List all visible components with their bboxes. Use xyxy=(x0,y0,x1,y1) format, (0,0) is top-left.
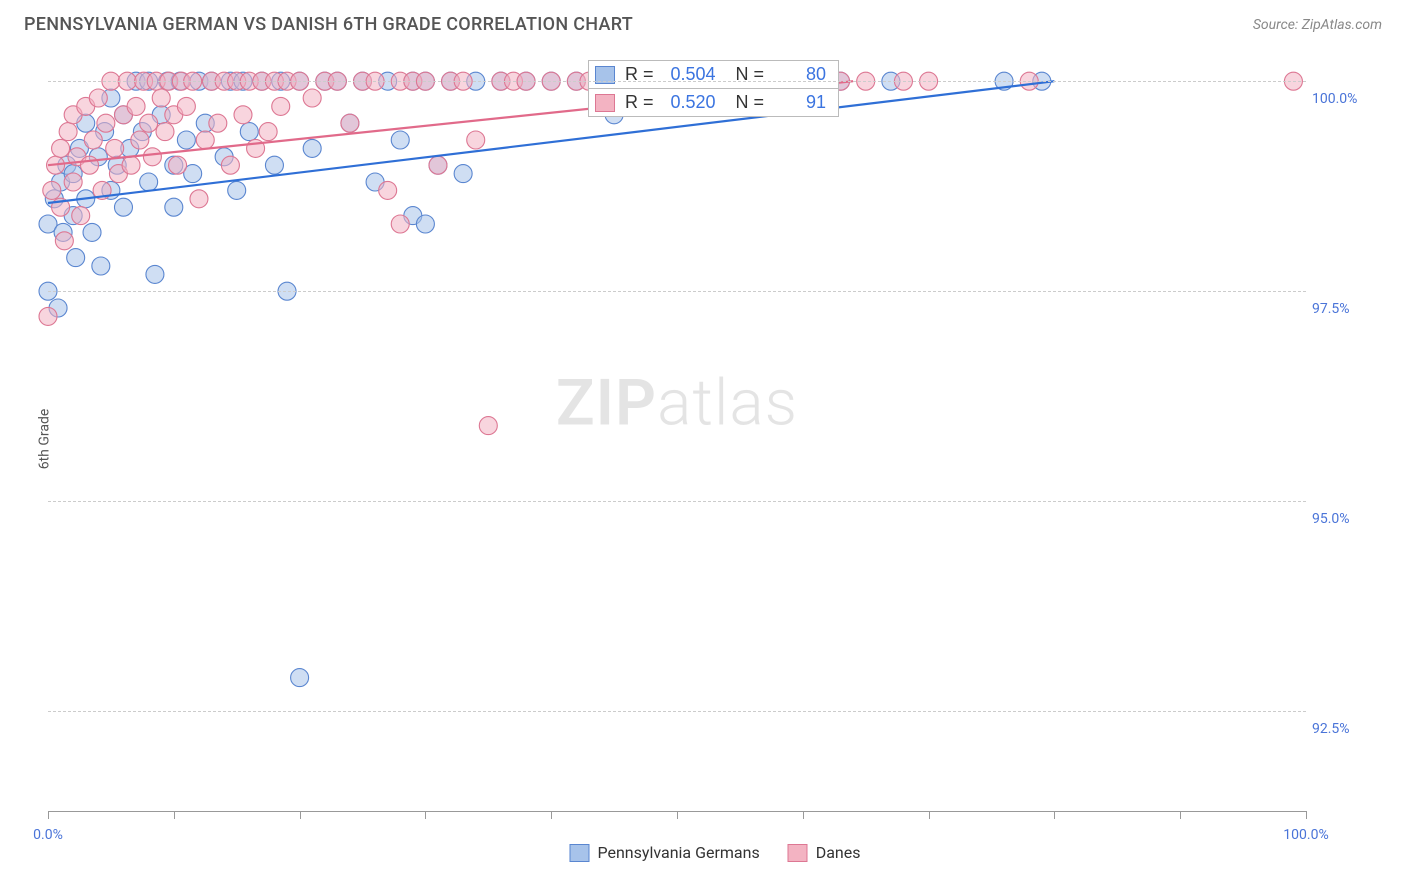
scatter-point xyxy=(209,114,227,132)
scatter-point xyxy=(240,123,258,141)
gridline xyxy=(48,711,1306,712)
legend-swatch xyxy=(788,844,808,862)
scatter-point xyxy=(52,139,70,157)
stats-row: R =0.504 N =80 xyxy=(588,60,839,89)
legend-label: Pennsylvania Germans xyxy=(597,843,759,862)
scatter-point xyxy=(221,156,239,174)
scatter-point xyxy=(303,139,321,157)
gridline xyxy=(48,81,1306,82)
source-attribution: Source: ZipAtlas.com xyxy=(1253,17,1382,33)
scatter-point xyxy=(97,114,115,132)
scatter-point xyxy=(106,139,124,157)
scatter-point xyxy=(92,257,110,275)
correlation-stats-box: R =0.504 N =80 R = 0.520 N = 91 xyxy=(588,60,839,117)
x-tick xyxy=(174,811,175,819)
y-tick-label: 100.0% xyxy=(1312,91,1380,107)
legend-item: Pennsylvania Germans xyxy=(569,843,759,862)
series-swatch xyxy=(595,94,615,112)
x-tick xyxy=(1054,811,1055,819)
stat-n-value: 91 xyxy=(774,92,826,113)
plot-area: ZIPatlas R =0.504 N =80R =0.520 N =91 92… xyxy=(48,56,1306,812)
scatter-point xyxy=(454,165,472,183)
scatter-point xyxy=(190,190,208,208)
scatter-point xyxy=(228,181,246,199)
scatter-point xyxy=(140,114,158,132)
scatter-point xyxy=(72,207,90,225)
scatter-point xyxy=(429,156,447,174)
scatter-point xyxy=(67,249,85,267)
scatter-point xyxy=(303,89,321,107)
scatter-point xyxy=(131,131,149,149)
scatter-point xyxy=(39,307,57,325)
scatter-point xyxy=(467,131,485,149)
stat-r-label: R = xyxy=(625,92,654,113)
scatter-point xyxy=(140,173,158,191)
scatter-point xyxy=(391,215,409,233)
scatter-point xyxy=(143,148,161,166)
scatter-point xyxy=(169,156,187,174)
scatter-point xyxy=(81,156,99,174)
y-tick-label: 97.5% xyxy=(1312,301,1380,317)
scatter-point xyxy=(234,106,252,124)
chart-title: PENNSYLVANIA GERMAN VS DANISH 6TH GRADE … xyxy=(24,14,633,35)
x-tick xyxy=(803,811,804,819)
legend-item: Danes xyxy=(788,843,861,862)
x-tick xyxy=(300,811,301,819)
legend-swatch xyxy=(569,844,589,862)
stats-row: R = 0.520 N = 91 xyxy=(588,89,839,117)
scatter-point xyxy=(265,156,283,174)
legend: Pennsylvania Germans Danes xyxy=(569,843,860,862)
scatter-point xyxy=(156,123,174,141)
gridline xyxy=(48,501,1306,502)
y-tick-label: 92.5% xyxy=(1312,721,1380,737)
scatter-point xyxy=(391,131,409,149)
scatter-point xyxy=(55,232,73,250)
chart-container: 6th Grade ZIPatlas R =0.504 N =80R =0.52… xyxy=(48,56,1382,822)
scatter-point xyxy=(122,156,140,174)
scatter-point xyxy=(84,131,102,149)
scatter-point xyxy=(146,265,164,283)
scatter-point xyxy=(177,97,195,115)
scatter-point xyxy=(152,89,170,107)
legend-label: Danes xyxy=(816,843,861,862)
scatter-point xyxy=(83,223,101,241)
x-tick xyxy=(425,811,426,819)
scatter-point xyxy=(89,89,107,107)
scatter-point xyxy=(479,417,497,435)
x-tick xyxy=(929,811,930,819)
stat-n-label: N = xyxy=(726,92,765,113)
scatter-point xyxy=(379,181,397,199)
scatter-point xyxy=(416,215,434,233)
scatter-point xyxy=(114,198,132,216)
scatter-point xyxy=(59,123,77,141)
x-tick-label: 0.0% xyxy=(33,827,63,843)
scatter-point xyxy=(196,131,214,149)
scatter-point xyxy=(165,198,183,216)
gridline xyxy=(48,291,1306,292)
x-tick xyxy=(551,811,552,819)
x-tick-label: 100.0% xyxy=(1283,827,1328,843)
y-tick-label: 95.0% xyxy=(1312,511,1380,527)
scatter-point xyxy=(272,97,290,115)
stat-r-value: 0.520 xyxy=(664,92,716,113)
x-tick xyxy=(1306,811,1307,819)
scatter-point xyxy=(127,97,145,115)
scatter-point xyxy=(64,173,82,191)
x-tick xyxy=(48,811,49,819)
x-tick xyxy=(677,811,678,819)
scatter-point xyxy=(259,123,277,141)
x-tick xyxy=(1180,811,1181,819)
scatter-point xyxy=(341,114,359,132)
scatter-svg xyxy=(48,56,1306,812)
scatter-point xyxy=(291,669,309,687)
scatter-point xyxy=(43,181,61,199)
scatter-point xyxy=(177,131,195,149)
